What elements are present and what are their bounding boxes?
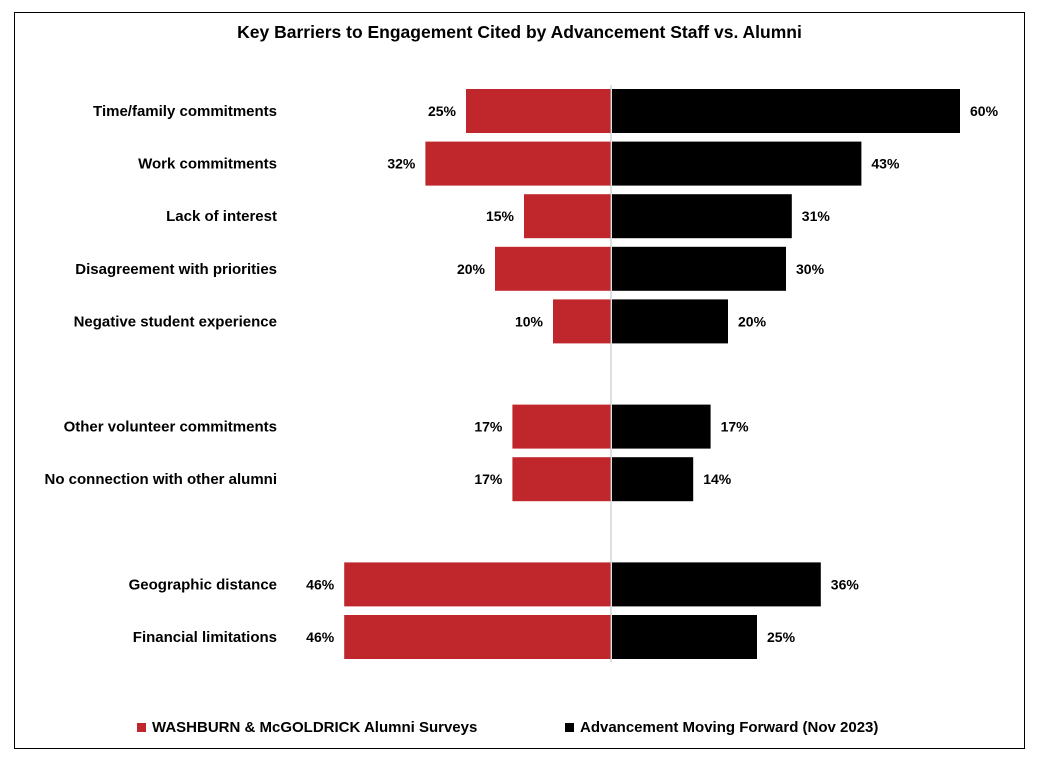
data-label-advancement: 20% [738,313,767,329]
category-label: Geographic distance [129,576,277,593]
category-label: Financial limitations [133,629,277,646]
legend-swatch-advancement [565,723,574,732]
bar-alumni-surveys [425,141,611,186]
bar-advancement [612,562,821,607]
bar-alumni-surveys [524,194,611,239]
data-label-advancement: 43% [871,156,900,172]
legend-item-alumni-surveys: WASHBURN & McGOLDRICK Alumni Surveys [137,719,477,736]
category-label: No connection with other alumni [45,471,278,488]
category-label: Negative student experience [74,313,277,330]
data-label-advancement: 30% [796,261,825,277]
data-label-alumni-surveys: 46% [306,629,335,645]
data-label-alumni-surveys: 15% [486,208,515,224]
data-label-alumni-surveys: 17% [474,471,503,487]
data-label-alumni-surveys: 46% [306,576,335,592]
category-label: Disagreement with priorities [75,261,277,278]
bar-alumni-surveys [466,89,611,133]
data-label-advancement: 25% [767,629,796,645]
data-label-alumni-surveys: 20% [457,261,486,277]
legend-label-alumni-surveys: WASHBURN & McGOLDRICK Alumni Surveys [152,719,478,736]
bar-advancement [612,299,728,344]
data-label-alumni-surveys: 10% [515,313,544,329]
bar-alumni-surveys [553,299,611,344]
category-label: Time/family commitments [93,103,277,120]
data-label-alumni-surveys: 17% [474,419,503,435]
data-label-advancement: 60% [970,103,999,119]
bar-advancement [612,194,792,239]
bar-advancement [612,246,786,291]
bar-alumni-surveys [512,457,611,502]
data-label-advancement: 36% [831,576,860,592]
data-label-advancement: 14% [703,471,732,487]
bar-advancement [612,404,711,449]
data-label-alumni-surveys: 32% [387,156,416,172]
bar-advancement [612,89,960,133]
legend-label-advancement: Advancement Moving Forward (Nov 2023) [580,719,879,736]
bar-alumni-surveys [344,615,611,659]
category-label: Lack of interest [166,208,277,225]
bar-advancement [612,141,862,186]
category-label: Other volunteer commitments [64,419,277,436]
data-label-advancement: 17% [721,419,750,435]
bar-alumni-surveys [512,404,611,449]
legend-item-advancement: Advancement Moving Forward (Nov 2023) [565,719,878,736]
bar-alumni-surveys [344,562,611,607]
bar-advancement [612,615,757,659]
category-label: Work commitments [138,156,277,173]
legend: WASHBURN & McGOLDRICK Alumni Surveys Adv… [0,719,1038,739]
chart-title: Key Barriers to Engagement Cited by Adva… [237,22,802,42]
bar-advancement [612,457,694,502]
legend-swatch-alumni-surveys [137,723,146,732]
data-label-advancement: 31% [802,208,831,224]
data-label-alumni-surveys: 25% [428,103,457,119]
bar-alumni-surveys [495,246,611,291]
